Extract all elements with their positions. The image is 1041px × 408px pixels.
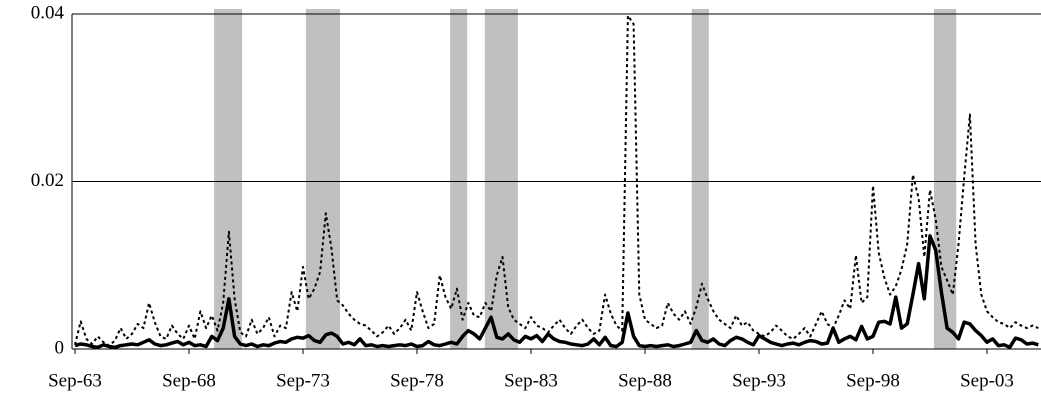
y-tick-label: 0 — [55, 337, 65, 358]
y-tick-label: 0.02 — [31, 170, 64, 191]
x-tick-label: Sep-63 — [48, 370, 102, 391]
shaded-range — [484, 9, 518, 349]
y-tick-label: 0.04 — [31, 2, 65, 23]
x-tick-label: Sep-78 — [390, 370, 444, 391]
series-line — [74, 234, 1039, 350]
x-tick-label: Sep-98 — [846, 370, 900, 391]
shaded-range — [305, 9, 341, 349]
shaded-range — [933, 9, 957, 349]
x-tick-label: Sep-68 — [162, 370, 216, 391]
x-tick-label: Sep-03 — [960, 370, 1014, 391]
x-tick-label: Sep-88 — [618, 370, 672, 391]
shaded-range — [691, 9, 709, 349]
series-line — [74, 14, 1039, 347]
shaded-range — [450, 9, 468, 349]
x-tick-label: Sep-93 — [732, 370, 786, 391]
x-tick-label: Sep-83 — [504, 370, 558, 391]
shaded-range — [214, 9, 243, 349]
x-tick-label: Sep-73 — [276, 370, 330, 391]
